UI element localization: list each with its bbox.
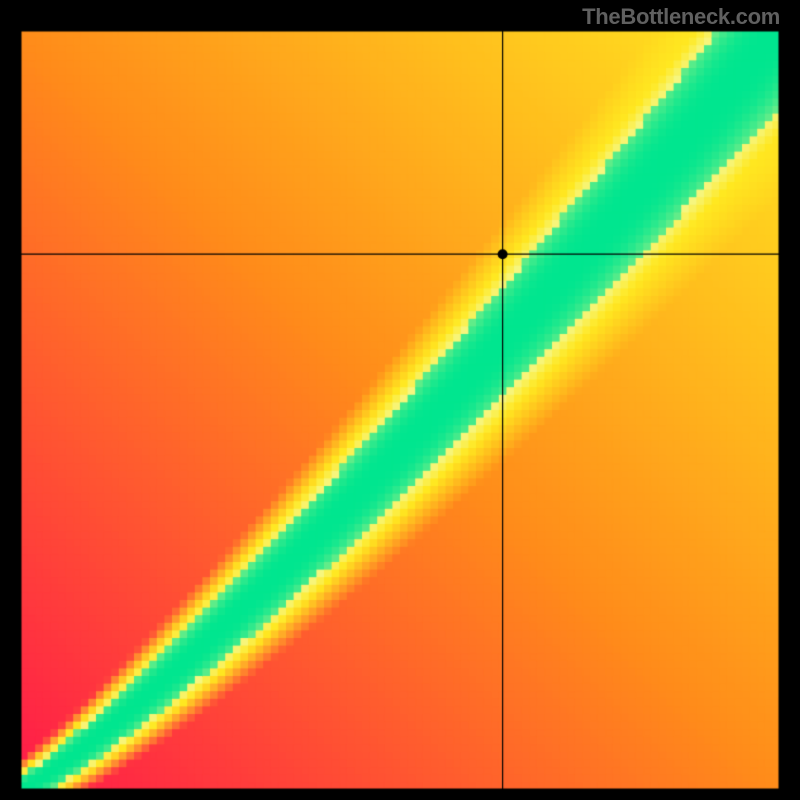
bottleneck-heatmap (0, 0, 800, 800)
chart-container: TheBottleneck.com (0, 0, 800, 800)
watermark-text: TheBottleneck.com (582, 4, 780, 30)
